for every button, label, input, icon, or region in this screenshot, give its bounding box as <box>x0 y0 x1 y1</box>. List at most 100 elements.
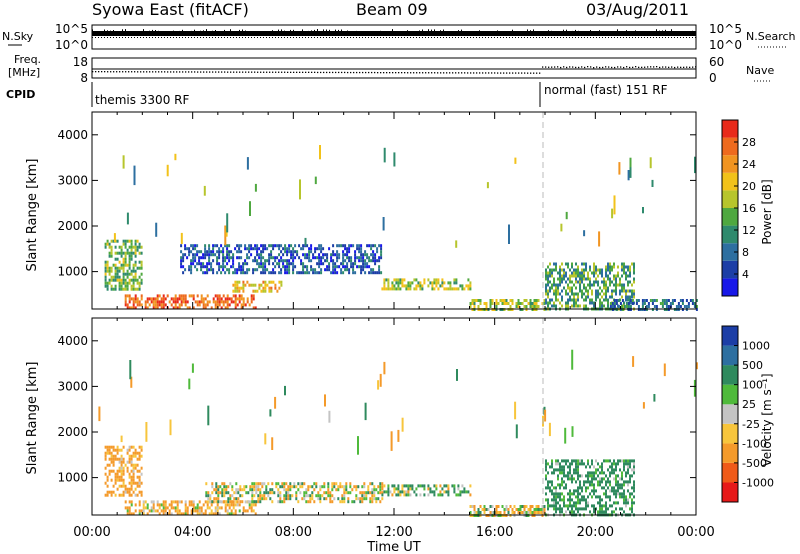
velocity-cell <box>116 487 119 491</box>
freq-dot <box>140 71 142 73</box>
power-cell <box>240 244 243 248</box>
power-cell <box>138 287 141 291</box>
power-cell <box>609 302 612 305</box>
freq-dot <box>362 71 364 74</box>
power-cell <box>236 303 239 307</box>
power-cell <box>280 250 283 254</box>
power-cell <box>296 253 299 257</box>
power-cell <box>300 271 303 275</box>
velocity-cell <box>114 457 117 461</box>
power-cell <box>615 292 617 296</box>
power-cell <box>252 306 255 310</box>
velocity-cell <box>575 480 577 484</box>
velocity-cell <box>134 466 137 470</box>
freq-dot <box>518 72 520 74</box>
power-cell <box>583 262 585 266</box>
power-colorbar-segment <box>722 172 738 191</box>
power-cell <box>292 268 295 272</box>
power-cell <box>617 305 620 308</box>
freq-dot <box>593 67 595 69</box>
power-cell <box>575 298 577 302</box>
power-cell <box>625 292 627 296</box>
velocity-cell <box>379 485 382 489</box>
power-cell <box>226 247 229 251</box>
power-cell <box>234 283 237 287</box>
power-cell <box>537 305 540 308</box>
power-cell <box>625 265 627 269</box>
power-cell <box>218 300 221 304</box>
velocity-cell <box>128 481 131 485</box>
power-cell <box>358 250 361 254</box>
velocity-cell <box>118 466 121 470</box>
power-cell <box>120 266 123 270</box>
power-cell <box>617 265 619 269</box>
velocity-cell <box>595 471 597 475</box>
search-noise-dot <box>239 37 240 38</box>
power-colorbar-segment <box>722 260 738 279</box>
power-cell <box>637 299 640 302</box>
velocity-cell <box>230 512 233 516</box>
velocity-cell <box>152 503 155 507</box>
freq-dot <box>476 72 478 74</box>
noise-dot <box>110 30 111 33</box>
power-cell <box>366 244 369 248</box>
velocity-cell <box>243 485 246 489</box>
velocity-cell <box>621 483 623 487</box>
velocity-cell <box>561 465 563 469</box>
power-cell <box>633 268 635 272</box>
velocity-cell <box>287 497 290 501</box>
power-cell <box>234 247 237 251</box>
power-cell <box>409 284 412 288</box>
velocity-cell <box>110 478 113 482</box>
velocity-cell <box>132 475 135 479</box>
power-cell <box>224 300 227 304</box>
velocity-colorbar-tick-label: 25 <box>742 398 756 411</box>
noise-dot <box>194 29 195 32</box>
velocity-cell <box>547 471 549 475</box>
power-cell <box>617 271 619 275</box>
search-noise-dot <box>281 37 282 38</box>
search-noise-dot <box>248 37 249 38</box>
search-noise-dot <box>569 37 570 38</box>
velocity-cell <box>583 462 585 466</box>
velocity-cell <box>345 485 348 489</box>
velocity-cell <box>575 462 577 466</box>
freq-dot <box>509 72 511 74</box>
power-cell <box>609 283 611 287</box>
power-cell <box>340 244 343 248</box>
power-streak <box>486 182 489 189</box>
freq-dot <box>134 71 136 73</box>
velocity-cell <box>106 445 109 449</box>
power-cell <box>565 289 567 293</box>
velocity-cell <box>447 490 450 494</box>
power-cell <box>310 247 313 251</box>
power-colorbar-label: Power [dB] <box>760 179 774 244</box>
power-cell <box>314 250 317 254</box>
velocity-cell <box>223 500 226 504</box>
power-cell <box>609 271 611 275</box>
velocity-cell <box>405 490 408 494</box>
power-cell <box>170 297 173 301</box>
velocity-cell <box>549 489 551 493</box>
power-cell <box>589 268 591 272</box>
velocity-cell <box>577 474 579 478</box>
power-cell <box>364 262 367 266</box>
noise-dot <box>311 30 312 33</box>
velocity-cell <box>631 492 633 496</box>
power-cell <box>344 244 347 248</box>
power-cell <box>433 281 436 285</box>
velocity-cell <box>461 490 464 494</box>
velocity-cell <box>305 491 308 495</box>
freq-dot <box>92 71 94 73</box>
power-cell <box>387 278 390 282</box>
power-cell <box>601 301 603 305</box>
power-cell <box>128 294 131 298</box>
power-cell <box>280 259 283 263</box>
velocity-cell <box>563 501 565 505</box>
power-cell <box>619 280 621 284</box>
velocity-cell <box>597 483 599 487</box>
velocity-cell <box>355 497 358 501</box>
power-cell <box>104 278 107 282</box>
velocity-cell <box>301 485 304 489</box>
power-cell <box>555 268 557 272</box>
